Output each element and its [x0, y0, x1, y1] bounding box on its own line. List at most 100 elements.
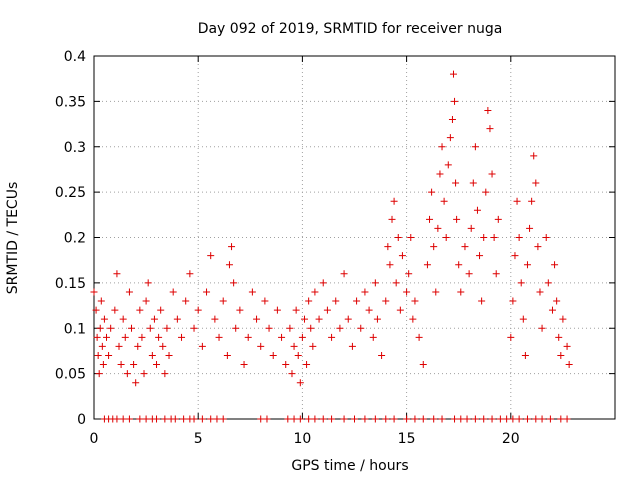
data-point [388, 215, 396, 223]
data-point [225, 261, 233, 269]
y-tick-label: 0.05 [55, 367, 86, 383]
data-point [480, 234, 488, 241]
data-point [111, 306, 119, 314]
data-point [534, 243, 542, 251]
data-point [471, 143, 479, 151]
data-point [232, 324, 240, 332]
data-point [103, 333, 111, 341]
zero-data-point [153, 415, 161, 423]
data-point [453, 215, 461, 223]
data-point [423, 261, 431, 269]
data-point [544, 279, 552, 287]
zero-data-point [213, 415, 221, 423]
zero-data-point [419, 415, 427, 423]
data-point [394, 234, 402, 241]
data-point [344, 315, 352, 323]
data-point [492, 270, 500, 278]
data-point [161, 370, 169, 378]
data-point [323, 306, 331, 314]
data-point [107, 324, 115, 332]
zero-data-point [171, 415, 179, 423]
data-point [146, 324, 154, 332]
data-point [315, 315, 323, 323]
data-point [169, 288, 177, 296]
data-point [296, 379, 304, 387]
data-point [553, 297, 561, 305]
data-point [396, 306, 404, 314]
data-point [286, 324, 294, 332]
data-point [119, 315, 127, 323]
data-point [265, 324, 273, 332]
zero-data-point [411, 415, 419, 423]
data-point [140, 370, 148, 378]
data-point [486, 125, 494, 133]
zero-data-point [257, 415, 265, 423]
data-point [248, 288, 256, 296]
data-point [452, 179, 460, 187]
y-tick-label: 0.1 [64, 321, 86, 337]
data-point [451, 97, 459, 105]
data-point [207, 252, 215, 260]
data-point [384, 243, 392, 251]
zero-data-point [496, 415, 504, 423]
data-point [446, 134, 454, 142]
data-point [134, 342, 142, 350]
data-point [444, 161, 452, 169]
zero-data-point [515, 415, 523, 423]
data-point [97, 297, 105, 305]
zero-data-point [538, 415, 546, 423]
data-point [290, 342, 298, 350]
data-point [390, 197, 398, 205]
data-point [434, 224, 442, 232]
data-point [300, 315, 308, 323]
data-point [105, 351, 113, 359]
data-point [319, 279, 327, 287]
data-points [90, 70, 573, 423]
data-point [415, 333, 423, 341]
data-point [115, 342, 123, 350]
data-point [144, 279, 152, 287]
data-point [419, 361, 427, 369]
zero-data-point [480, 415, 488, 423]
zero-data-point [125, 415, 133, 423]
data-point [438, 143, 446, 151]
x-tick-label: 0 [90, 431, 99, 447]
zero-data-point [430, 415, 438, 423]
data-point [261, 297, 269, 305]
data-point [95, 370, 103, 378]
data-point [98, 342, 106, 350]
data-point [117, 361, 125, 369]
data-point [407, 234, 415, 241]
data-point [378, 351, 386, 359]
zero-data-point [390, 415, 398, 423]
zero-data-point [371, 415, 379, 423]
data-point [96, 324, 104, 332]
data-point [348, 342, 356, 350]
data-point [155, 333, 163, 341]
x-axis-ticks: 0 5 10 15 20 [90, 56, 520, 447]
data-point [398, 252, 406, 260]
data-point [449, 70, 457, 78]
data-point [361, 288, 369, 296]
data-point [303, 361, 311, 369]
data-point [305, 297, 313, 305]
data-point [467, 224, 475, 232]
zero-data-point [161, 415, 169, 423]
data-point [190, 324, 198, 332]
zero-data-point [532, 415, 540, 423]
data-point [542, 234, 550, 241]
data-point [182, 297, 190, 305]
zero-data-point [457, 415, 465, 423]
data-point [469, 179, 477, 187]
chart-title: Day 092 of 2019, SRMTID for receiver nug… [198, 21, 503, 37]
data-point [100, 315, 108, 323]
zero-data-point [361, 415, 369, 423]
data-point [123, 370, 131, 378]
data-point [478, 297, 486, 305]
data-point [138, 333, 146, 341]
y-tick-label: 0.25 [55, 185, 86, 201]
data-point [494, 215, 502, 223]
data-point [507, 333, 515, 341]
data-point [311, 288, 319, 296]
data-point [125, 288, 133, 296]
